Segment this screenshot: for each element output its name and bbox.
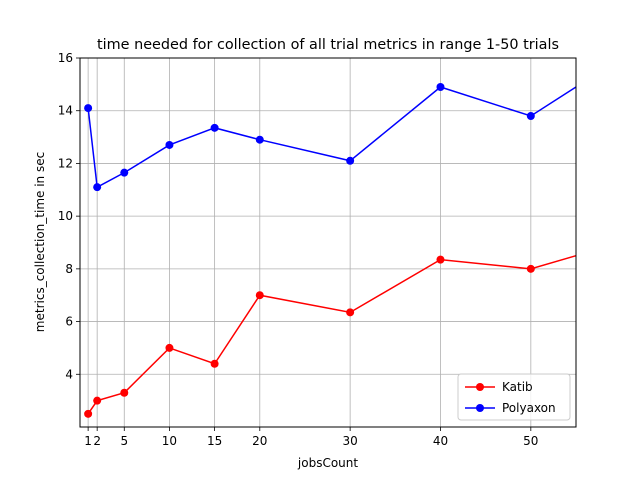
x-tick-label: 40 <box>433 434 448 448</box>
y-tick-label: 14 <box>58 104 73 118</box>
legend-marker-katib <box>476 383 484 391</box>
grid <box>80 57 576 427</box>
x-tick-label: 5 <box>120 434 128 448</box>
data-point-polyaxon <box>93 183 102 192</box>
x-axis-label: jobsCount <box>297 456 358 470</box>
data-point-katib <box>120 388 129 397</box>
data-point-katib <box>436 255 445 264</box>
data-point-polyaxon <box>165 140 174 149</box>
y-tick-label: 6 <box>65 315 73 329</box>
data-point-katib <box>210 359 219 368</box>
data-point-polyaxon <box>210 123 219 132</box>
series-layer <box>84 82 577 418</box>
y-tick-label: 12 <box>58 156 73 170</box>
data-point-polyaxon <box>84 104 93 113</box>
x-tick-label: 1 <box>84 434 92 448</box>
data-point-polyaxon <box>526 111 535 120</box>
data-point-katib <box>255 291 264 300</box>
chart-title: time needed for collection of all trial … <box>97 37 559 53</box>
legend: Katib Polyaxon <box>457 373 571 421</box>
data-point-polyaxon <box>120 168 129 177</box>
legend-marker-polyaxon <box>476 404 484 412</box>
x-axis: 1 2 5 10 15 20 30 40 50 <box>84 427 538 448</box>
y-tick-label: 4 <box>65 367 73 381</box>
y-axis-label: metrics_collection_time in sec <box>33 152 47 332</box>
y-axis: 4 6 8 10 12 14 16 <box>58 51 80 381</box>
x-tick-label: 20 <box>252 434 267 448</box>
x-tick-label: 15 <box>207 434 222 448</box>
x-tick-label: 2 <box>93 434 101 448</box>
y-tick-label: 10 <box>58 209 73 223</box>
data-point-katib <box>526 264 535 273</box>
plot-frame <box>79 57 577 428</box>
data-point-polyaxon <box>346 156 355 165</box>
series-line-polyaxon <box>87 86 577 189</box>
data-point-polyaxon <box>255 135 264 144</box>
series-polyaxon <box>84 82 577 192</box>
y-tick-label: 8 <box>65 262 73 276</box>
x-tick-label: 10 <box>162 434 177 448</box>
x-tick-label: 30 <box>342 434 357 448</box>
series-line-katib <box>87 254 577 415</box>
data-point-katib <box>165 343 174 352</box>
x-tick-label: 50 <box>523 434 538 448</box>
y-tick-label: 16 <box>58 51 73 65</box>
data-point-katib <box>346 308 355 317</box>
data-point-katib <box>84 409 93 418</box>
legend-label-polyaxon: Polyaxon <box>502 401 556 415</box>
data-point-polyaxon <box>436 82 445 91</box>
legend-label-katib: Katib <box>502 380 533 394</box>
data-point-katib <box>93 396 102 405</box>
series-katib <box>84 254 577 418</box>
